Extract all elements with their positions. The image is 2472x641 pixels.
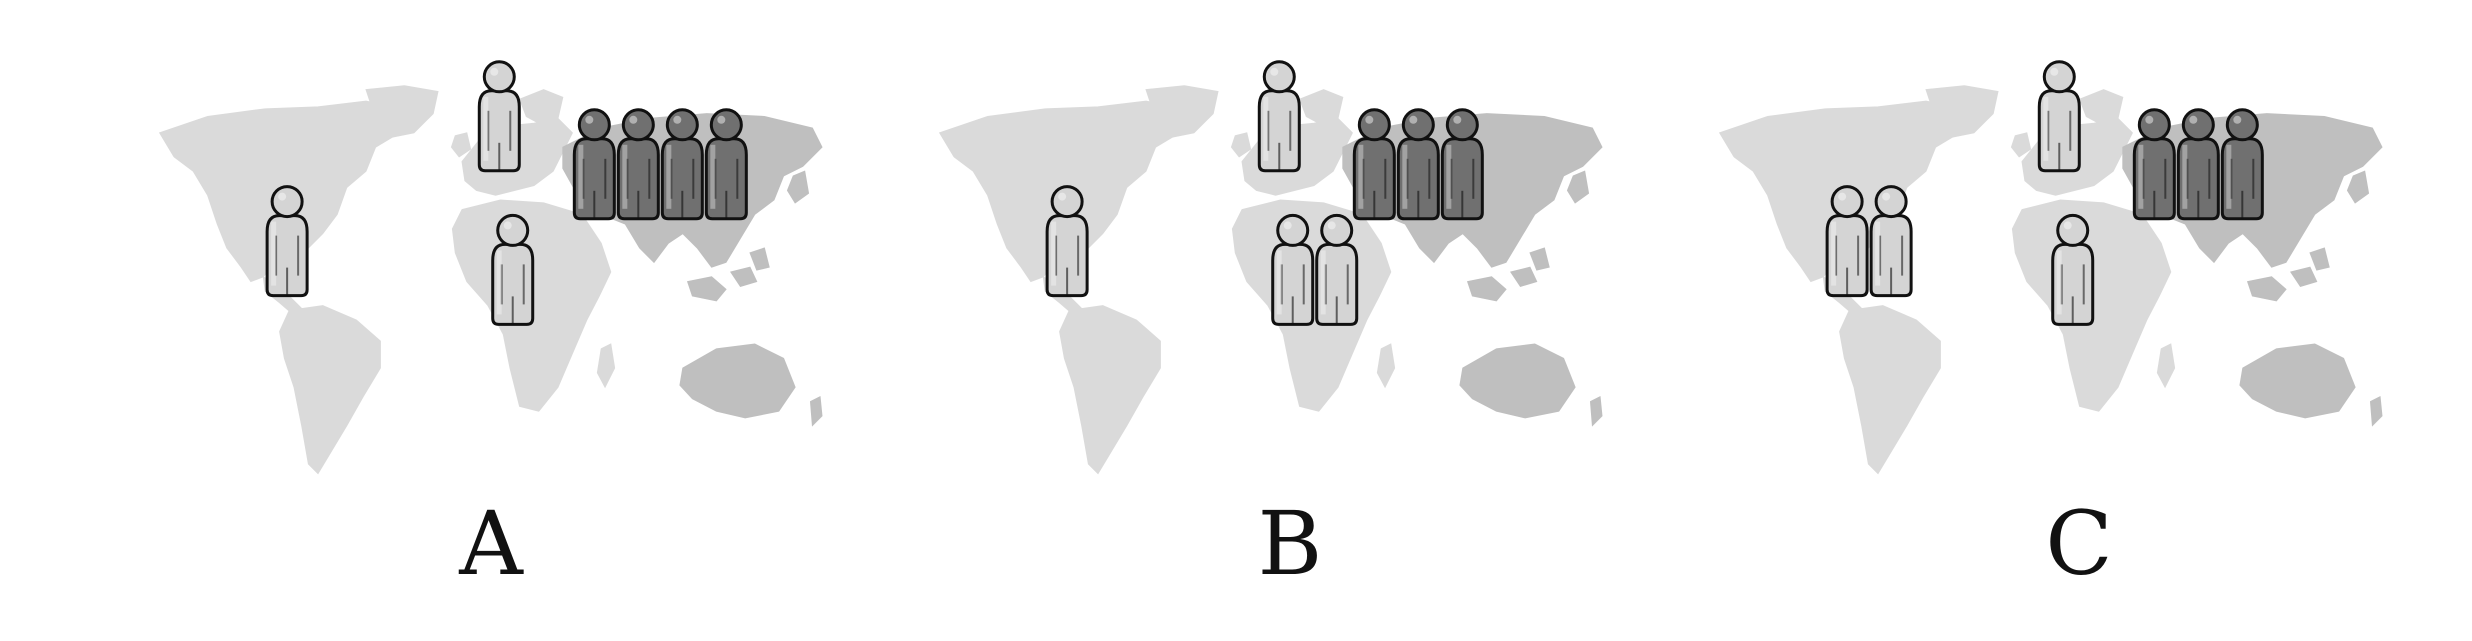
person-icon-asia	[1352, 108, 1396, 221]
land-uk	[2010, 132, 2032, 158]
land-australia	[2239, 343, 2356, 419]
person-icon-asia	[660, 108, 704, 221]
land-madagascar	[1376, 343, 1396, 389]
land-scandinavia	[2078, 89, 2124, 124]
panel-label-a: A	[459, 492, 523, 595]
person-icon-africa	[1315, 213, 1359, 326]
land-new-zealand	[809, 396, 823, 427]
person-icon-north-america	[1045, 185, 1089, 298]
land-uk	[1230, 132, 1252, 158]
person-icon-africa	[1271, 213, 1315, 326]
land-japan	[2346, 170, 2370, 204]
person-icon-asia	[1396, 108, 1440, 221]
population-figures	[265, 60, 748, 326]
land-japan	[786, 170, 810, 204]
person-icon-north-america	[1825, 185, 1869, 298]
land-scandinavia	[1298, 89, 1344, 124]
person-icon-europe	[2037, 60, 2081, 173]
land-new-zealand	[1589, 396, 1603, 427]
person-icon-asia	[1440, 108, 1484, 221]
land-australia	[1459, 343, 1576, 419]
person-icon-africa	[491, 213, 535, 326]
person-icon-north-america	[1869, 185, 1913, 298]
land-south-america	[1059, 305, 1161, 475]
land-scandinavia	[518, 89, 564, 124]
population-figures	[1825, 60, 2264, 326]
person-icon-asia	[704, 108, 748, 221]
population-figures	[1045, 60, 1484, 326]
land-se-asia	[1466, 247, 1550, 302]
land-new-zealand	[2369, 396, 2383, 427]
person-icon-africa	[2051, 213, 2095, 326]
person-icon-asia	[2132, 108, 2176, 221]
person-icon-europe	[1257, 60, 1301, 173]
land-japan	[1566, 170, 1590, 204]
person-icon-asia	[572, 108, 616, 221]
land-madagascar	[2156, 343, 2176, 389]
land-se-asia	[2246, 247, 2330, 302]
land-greenland	[1145, 85, 1219, 139]
panel-label-b: B	[1257, 492, 1323, 595]
map-panel-a	[158, 60, 823, 475]
land-se-asia	[686, 247, 770, 302]
person-icon-asia	[2176, 108, 2220, 221]
land-australia	[679, 343, 796, 419]
map-panel-b	[938, 60, 1603, 475]
person-icon-europe	[477, 60, 521, 173]
person-icon-north-america	[265, 185, 309, 298]
land-greenland	[1925, 85, 1999, 139]
land-south-america	[1839, 305, 1941, 475]
land-madagascar	[596, 343, 616, 389]
land-south-america	[279, 305, 381, 475]
person-icon-asia	[2220, 108, 2264, 221]
person-icon-asia	[616, 108, 660, 221]
map-panel-c	[1718, 60, 2383, 475]
land-greenland	[365, 85, 439, 139]
land-uk	[450, 132, 472, 158]
panel-label-c: C	[2045, 492, 2113, 595]
